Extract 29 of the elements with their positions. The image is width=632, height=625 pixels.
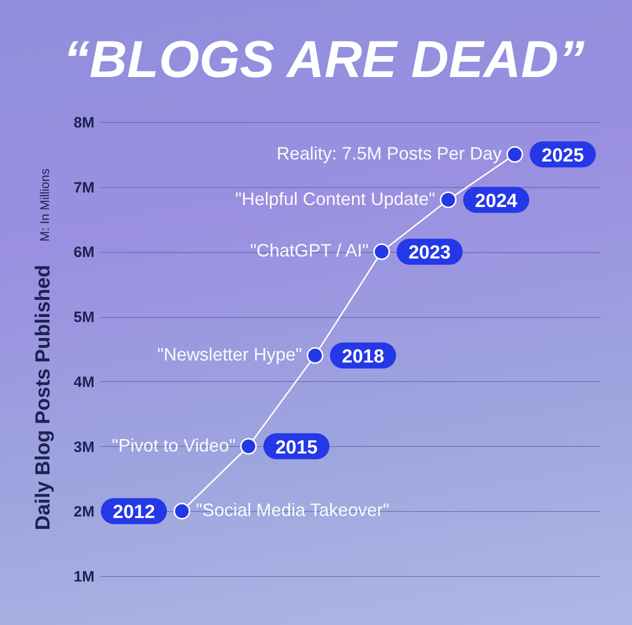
point [506, 146, 524, 163]
y-tick-label: 3M [74, 438, 94, 456]
annotation: "ChatGPT / AI" [250, 240, 369, 261]
y-tick-label: 5M [74, 309, 94, 326]
annotation: "Helpful Content Update" [235, 188, 436, 209]
annotation: "Newsletter Hype" [157, 344, 302, 364]
y-tick-label: 1M [74, 568, 94, 586]
point [373, 243, 390, 260]
y-axis-title: Daily Blog Posts Published [32, 264, 54, 530]
text: M: In Millions [38, 168, 52, 242]
annotation: 2024 [475, 190, 518, 212]
y-tick-label: 4M [74, 374, 94, 391]
annotation: 2023 [408, 242, 451, 264]
y-tick-label: 7M [74, 179, 94, 196]
point [306, 347, 324, 364]
annotation: "Social Media Takeover" [196, 500, 390, 520]
annotation: Reality: 7.5M Posts Per Day [276, 143, 502, 164]
chart-title: “BLOGS ARE DEAD” [64, 31, 584, 89]
y-tick-label: 6M [74, 244, 94, 262]
point [240, 438, 257, 455]
point [174, 502, 190, 520]
annotation: 2015 [275, 437, 318, 458]
annotation: "Pivot to Video" [112, 435, 236, 456]
point [440, 192, 457, 208]
annotation: 2012 [112, 502, 156, 524]
annotation: 2018 [342, 346, 384, 368]
y-tick-label: 8M [74, 114, 94, 132]
annotation: 2025 [542, 145, 584, 166]
y-tick-label: 2M [74, 504, 94, 521]
